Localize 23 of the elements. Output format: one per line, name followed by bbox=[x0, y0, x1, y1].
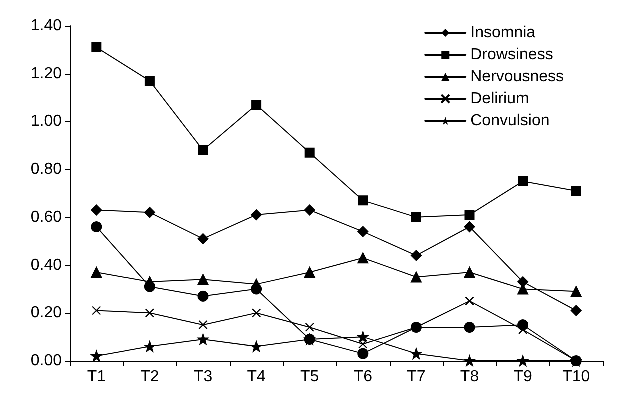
legend-label: Insomnia bbox=[470, 24, 536, 42]
legend-label: Delirium bbox=[470, 90, 530, 108]
y-tick-label: 0.40 bbox=[30, 256, 62, 274]
x-tick-label: T10 bbox=[562, 368, 590, 386]
x-tick-label: T2 bbox=[140, 368, 160, 386]
x-tick-label: T8 bbox=[460, 368, 480, 386]
y-tick-label: 1.20 bbox=[30, 65, 62, 82]
y-tick-label: 0.00 bbox=[30, 352, 62, 370]
x-tick-label: T1 bbox=[87, 368, 106, 386]
y-tick-label: 1.40 bbox=[30, 18, 62, 34]
x-tick-label: T6 bbox=[354, 368, 373, 386]
legend-label: Convulsion bbox=[470, 112, 550, 130]
y-tick-label: 0.60 bbox=[30, 208, 62, 226]
x-tick-label: T9 bbox=[514, 368, 532, 386]
legend-label: Nervousness bbox=[470, 68, 564, 86]
legend-label: Drowsiness bbox=[470, 46, 554, 64]
x-tick-label: T7 bbox=[407, 368, 426, 386]
x-tick-label: T4 bbox=[247, 368, 266, 386]
y-tick-label: 1.00 bbox=[30, 113, 62, 130]
x-tick-label: T5 bbox=[300, 368, 320, 386]
y-tick-label: 0.80 bbox=[30, 161, 62, 178]
y-tick-label: 0.20 bbox=[30, 304, 62, 322]
x-tick-label: T3 bbox=[194, 368, 213, 386]
